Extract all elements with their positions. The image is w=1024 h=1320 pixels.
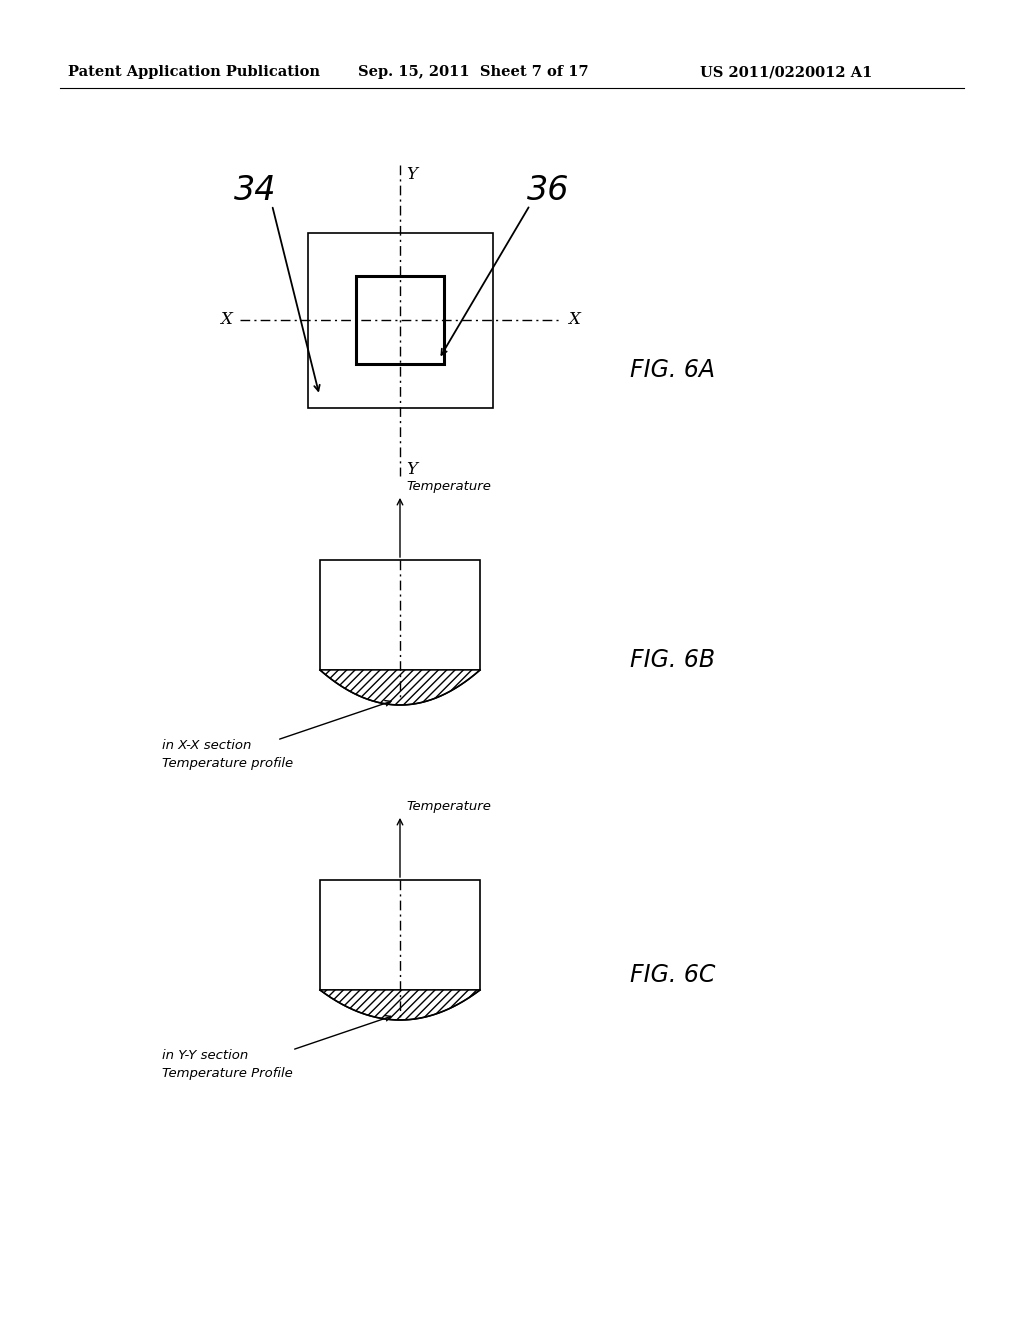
Text: in Y-Y section: in Y-Y section [162,1049,248,1063]
Text: Patent Application Publication: Patent Application Publication [68,65,319,79]
Text: X: X [219,312,231,329]
Text: FIG. 6A: FIG. 6A [630,358,715,381]
Polygon shape [319,671,480,705]
Polygon shape [319,990,480,1020]
Text: 36: 36 [526,173,569,206]
Text: Y: Y [406,461,417,478]
Bar [307,232,493,408]
Text: X: X [568,312,581,329]
Text: FIG. 6B: FIG. 6B [630,648,715,672]
Text: Sep. 15, 2011  Sheet 7 of 17: Sep. 15, 2011 Sheet 7 of 17 [358,65,589,79]
Text: US 2011/0220012 A1: US 2011/0220012 A1 [700,65,872,79]
Bar [319,880,480,990]
Text: Temperature Profile: Temperature Profile [162,1067,293,1080]
Bar [356,276,444,364]
Text: Temperature profile: Temperature profile [162,756,293,770]
Text: Temperature: Temperature [406,480,490,492]
Text: in X-X section: in X-X section [162,739,251,752]
Text: Y: Y [406,166,417,183]
Text: Temperature: Temperature [406,800,490,813]
Text: 34: 34 [233,173,276,206]
Text: FIG. 6C: FIG. 6C [630,964,716,987]
Bar [319,560,480,671]
